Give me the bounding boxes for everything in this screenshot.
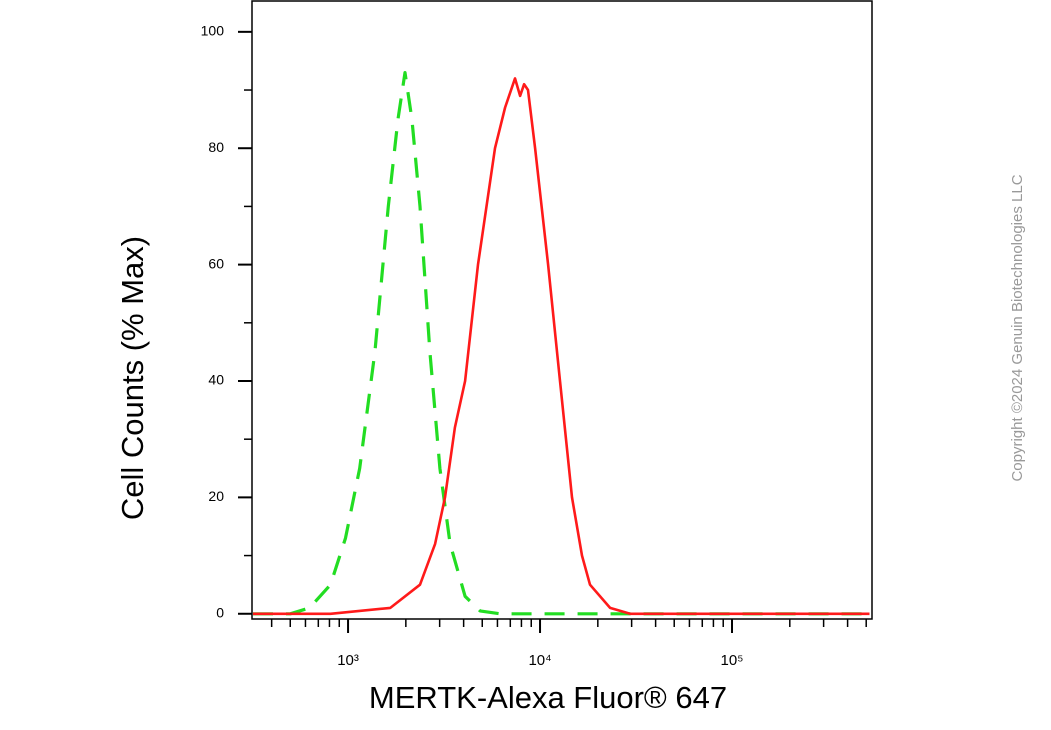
x-tick-label: 10⁴ [528, 652, 551, 669]
histogram-line [253, 71, 870, 616]
y-axis-label: Cell Counts (% Max) [115, 236, 150, 520]
y-tick-label: 40 [208, 372, 224, 388]
y-tick-label: 20 [208, 488, 224, 504]
copyright: Copyright ©2024 Genuin Biotechnologies L… [1009, 174, 1026, 481]
y-tick-label: 100 [201, 23, 225, 39]
x-tick-label: 10³ [337, 652, 359, 669]
y-tick-label: 0 [216, 604, 224, 620]
y-tick-label: 60 [208, 255, 224, 271]
x-tick-label: 10⁵ [721, 652, 744, 669]
x-axis-label: MERTK-Alexa Fluor® 647 [369, 680, 727, 715]
plot-frame [251, 0, 873, 620]
y-tick-label: 80 [208, 139, 224, 155]
histogram-line [253, 77, 870, 616]
